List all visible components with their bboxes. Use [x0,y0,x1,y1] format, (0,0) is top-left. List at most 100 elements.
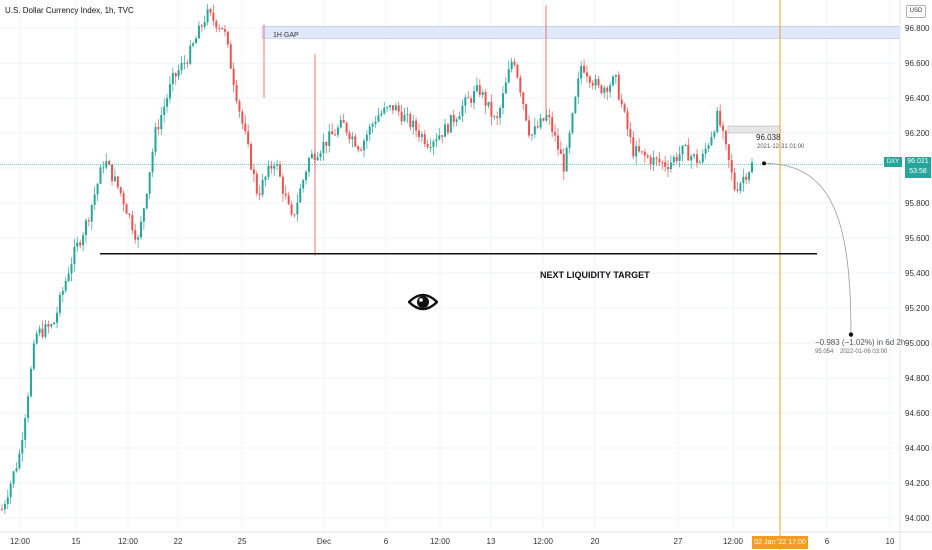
candle-body [545,114,548,121]
candle-body [290,204,293,215]
candle-body [229,44,232,69]
grid-lines [0,0,900,532]
candle-body [481,92,484,95]
candle-body [681,145,684,155]
candle-body [554,132,557,136]
candle-body [632,137,635,157]
candle-body [409,113,412,128]
current-price-tag: 96.021 53:58 [905,157,931,178]
candle-body [588,76,591,83]
candle-body [383,107,386,114]
candle-body [310,153,313,159]
candle-body [296,202,299,215]
candle-body [226,31,229,45]
liquidity-target-label: NEXT LIQUIDITY TARGET [540,270,650,280]
price-tick-label: 94.400 [905,444,930,453]
candle-body [638,146,641,152]
candle-body [357,146,360,150]
time-tick-label: 10 [886,537,895,546]
candle-body [58,294,61,313]
projection-start-dot [762,161,766,166]
candle-body [287,195,290,205]
candle-body [365,134,368,141]
candle-body [612,76,615,86]
candle-body [215,20,218,28]
candle-body [675,157,678,161]
candle-body [203,22,206,27]
gap-zone-small [727,125,781,134]
price-tick-label: 94.800 [905,374,930,383]
candle-body [693,154,696,157]
time-tick-label: 12:00 [723,537,744,546]
candle-body [47,324,50,327]
currency-button[interactable]: USD [906,5,926,18]
candle-body [360,149,363,151]
candle-body [302,180,305,189]
candle-body [209,9,212,13]
candle-body [166,98,169,107]
price-value: 96.021 [907,158,929,165]
candle-body [64,281,67,291]
candle-body [21,439,24,454]
candle-body [134,230,137,240]
candle-body [50,324,53,327]
time-tick-label: 12:00 [430,537,451,546]
time-tick-label: 12:00 [118,537,139,546]
candle-body [551,117,554,133]
candle-body [487,101,490,106]
candle-body [733,172,736,190]
candle-body [183,62,186,64]
candle-body [154,127,157,152]
candle-body [200,25,203,27]
candle-body [577,78,580,97]
candle-body [61,290,64,295]
candle-body [319,152,322,158]
candle-body [247,131,250,144]
candle-body [640,151,643,153]
candle-body [432,141,435,147]
candle-body [742,176,745,184]
candle-body [238,101,241,112]
candle-body [157,127,160,130]
candle-body [56,312,59,323]
candle-body [478,85,481,95]
candle-body [235,84,238,102]
candle-body [429,146,432,148]
price-tick-label: 96.200 [905,129,930,138]
candle-body [252,169,255,174]
candle-body [664,162,667,167]
candle-body [348,132,351,140]
candle-body [67,273,70,282]
candle-body [328,131,331,146]
projection-end-dot [848,332,854,337]
candle-body [391,105,394,111]
candle-body [41,328,44,337]
time-tick-label: Dec [317,537,331,546]
candle-body [212,12,215,21]
candle-body [278,164,281,177]
projection-date: 2022-01-06 03:00 [840,349,888,355]
candle-body [261,180,264,195]
candle-body [530,134,533,136]
candle-body [276,164,279,166]
candle-body [594,79,597,86]
candle-body [583,65,586,73]
candle-body [568,132,571,148]
time-tick-label: 12:00 [533,537,554,546]
price-tick-label: 94.000 [905,514,930,523]
candle-body [446,124,449,133]
candle-body [490,101,493,117]
candle-body [377,115,380,122]
candle-body [713,131,716,137]
time-tick-label: 22 [174,537,183,546]
candle-body [710,136,713,146]
candle-body [727,144,730,161]
candle-body [420,134,423,137]
gap-zone [261,26,901,39]
candle-body [542,118,545,121]
candle-body [528,120,531,136]
candle-body [232,68,235,85]
price-candles [1,3,753,514]
eye-icon [407,290,439,319]
candle-body [12,471,15,484]
